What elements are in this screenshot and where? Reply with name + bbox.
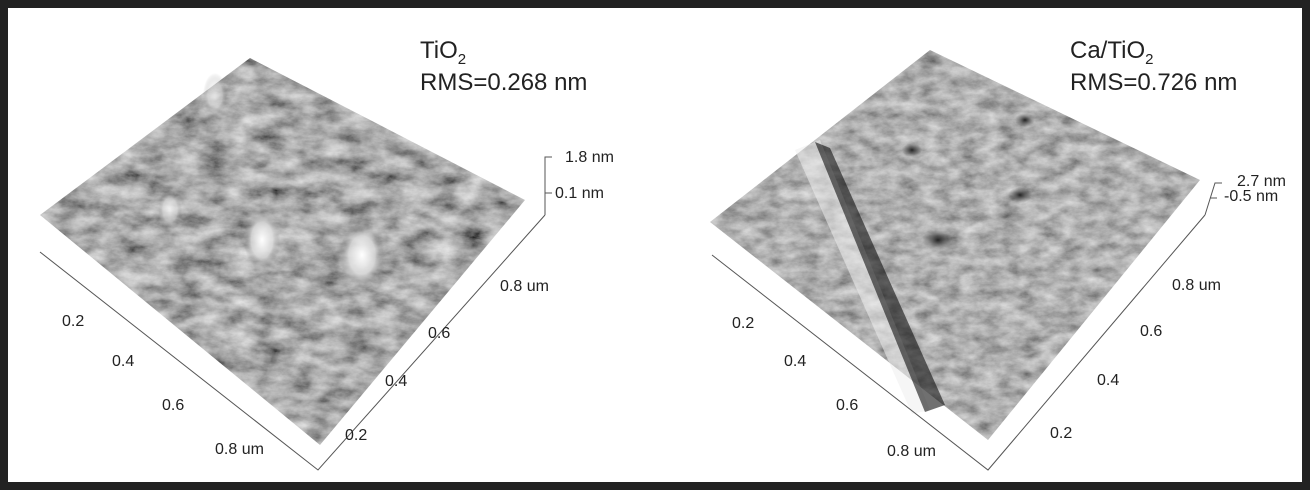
page: {"panels": [ {"title": {"base": "TiO", "… [0, 0, 1310, 490]
title-base: Ca/TiO [1070, 37, 1145, 64]
panel-title: Ca/TiO2 [1070, 37, 1153, 68]
surface-peak [340, 223, 384, 287]
left-axis-label: 0.2 [62, 313, 84, 330]
surface-peak [158, 190, 182, 230]
left-axis-label: 0.4 [112, 353, 134, 370]
left-axis-label: 0.8 um [215, 441, 264, 458]
surface-pit [1015, 113, 1035, 127]
left-axis-label: 0.4 [784, 353, 806, 370]
right-axis-label: 0.8 um [500, 278, 549, 295]
right-axis-label: 0.8 um [1172, 277, 1221, 294]
surface-peak [244, 210, 280, 270]
surface-pit [902, 143, 922, 157]
right-axis-label: 0.6 [428, 325, 450, 342]
title-sub: 2 [1145, 51, 1153, 68]
surface-peak [203, 73, 227, 117]
right-axis-label: 0.6 [1140, 323, 1162, 340]
title-base: TiO [420, 37, 458, 64]
z-label: -0.5 nm [1224, 188, 1278, 205]
title-sub: 2 [458, 51, 466, 68]
surface-pit [922, 230, 954, 250]
z-label: 1.8 nm [565, 149, 614, 166]
left-axis-label: 0.2 [732, 315, 754, 332]
figure: TiO2 RMS=0.268 nm 1.8 nm 0.1 nm 0.2 0.4 … [0, 0, 1310, 490]
left-axis-label: 0.6 [836, 397, 858, 414]
right-axis-label: 0.2 [345, 427, 367, 444]
left-axis-label: 0.6 [162, 397, 184, 414]
rms-label: RMS=0.268 nm [420, 69, 587, 96]
rms-label: RMS=0.726 nm [1070, 69, 1237, 96]
right-axis-label: 0.4 [385, 373, 407, 390]
right-axis-label: 0.4 [1097, 372, 1119, 389]
z-label: 0.1 nm [555, 185, 604, 202]
right-axis-label: 0.2 [1050, 425, 1072, 442]
surface-pit [1008, 187, 1032, 203]
left-axis-label: 0.8 um [887, 443, 936, 460]
